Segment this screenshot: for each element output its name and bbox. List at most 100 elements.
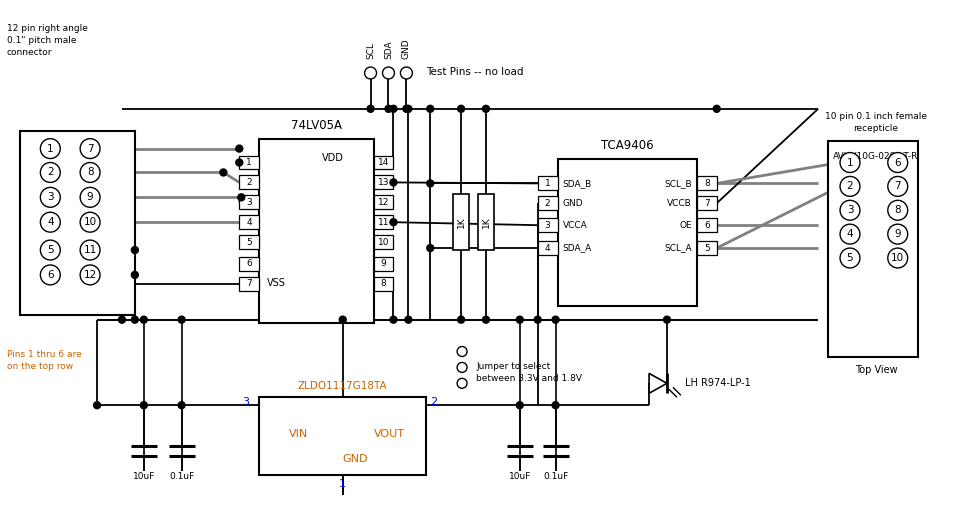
Bar [20,131,135,315]
Bar [374,277,394,291]
Circle shape [236,145,243,152]
Text: 4: 4 [847,229,854,239]
Text: 1: 1 [847,158,854,168]
Bar [239,195,259,209]
Text: 5: 5 [847,253,854,263]
Bar [239,175,259,189]
Circle shape [94,402,100,409]
Circle shape [713,105,720,112]
Circle shape [457,346,467,356]
Bar [537,241,557,255]
Text: between 3.3V and 1.8V: between 3.3V and 1.8V [476,374,582,383]
Circle shape [457,378,467,388]
Text: Pins 1 thru 6 are: Pins 1 thru 6 are [7,351,81,359]
Circle shape [80,139,100,159]
Text: VOUT: VOUT [374,429,404,439]
Bar [374,175,394,189]
Circle shape [220,169,227,176]
Circle shape [236,159,243,166]
Text: 3: 3 [47,192,54,202]
Text: SCL: SCL [366,42,375,59]
Text: connector: connector [7,48,52,57]
Bar [453,194,469,250]
Text: 8: 8 [895,205,902,215]
Circle shape [401,67,412,79]
Text: 12: 12 [83,270,97,280]
Text: 7: 7 [895,181,902,191]
Bar [537,218,557,232]
Text: 0.1uF: 0.1uF [169,472,194,481]
Circle shape [458,316,465,323]
Text: 7: 7 [87,144,94,154]
Text: 14: 14 [378,158,389,167]
Circle shape [339,316,346,323]
Bar [374,195,394,209]
Text: 1: 1 [47,144,54,154]
Circle shape [390,219,397,226]
Circle shape [40,139,60,159]
Text: 1K: 1K [457,217,466,228]
Circle shape [405,105,412,112]
Text: VCCA: VCCA [562,221,587,230]
Text: 10uF: 10uF [509,472,531,481]
Text: 5: 5 [47,245,54,255]
Text: 6: 6 [895,158,902,168]
Circle shape [40,162,60,183]
Text: Top View: Top View [855,366,897,375]
Circle shape [888,200,907,220]
Text: Jumper to select: Jumper to select [476,362,551,371]
Bar [697,241,717,255]
Text: 7: 7 [247,279,252,288]
Circle shape [80,240,100,260]
Bar [239,277,259,291]
Text: 9: 9 [87,192,94,202]
Text: VIN: VIN [289,429,308,439]
Circle shape [840,224,860,244]
Text: 0.1" pitch male: 0.1" pitch male [7,36,76,45]
Bar [259,139,374,323]
Bar [374,156,394,170]
Circle shape [458,105,465,112]
Bar [557,159,697,306]
Bar [239,156,259,170]
Text: GND: GND [562,199,583,208]
Circle shape [516,402,523,409]
Text: 6: 6 [704,221,709,230]
Circle shape [385,105,392,112]
Text: VSS: VSS [267,278,286,288]
Text: 5: 5 [247,238,252,247]
Text: VCCB: VCCB [667,199,692,208]
Text: OE: OE [679,221,692,230]
Circle shape [364,67,377,79]
Text: 13: 13 [378,178,389,187]
Text: 2: 2 [847,181,854,191]
Circle shape [238,194,245,201]
Circle shape [390,316,397,323]
Text: 4: 4 [47,217,54,227]
Circle shape [367,105,374,112]
Text: 9: 9 [380,260,386,268]
Text: 3: 3 [847,205,854,215]
Text: GND: GND [402,38,411,59]
Circle shape [663,316,670,323]
Text: on the top row: on the top row [7,362,73,371]
Circle shape [141,316,147,323]
Circle shape [40,187,60,207]
Circle shape [534,316,541,323]
Text: 74LV05A: 74LV05A [291,119,342,132]
Circle shape [40,265,60,285]
Text: 12: 12 [378,198,389,207]
Circle shape [141,402,147,409]
Circle shape [516,316,523,323]
Circle shape [80,187,100,207]
Text: 2: 2 [247,178,252,187]
Circle shape [888,248,907,268]
Circle shape [426,105,434,112]
Bar [374,215,394,229]
Circle shape [80,212,100,232]
Circle shape [178,316,185,323]
Circle shape [119,316,125,323]
Text: 10 pin 0.1 inch female: 10 pin 0.1 inch female [825,112,927,121]
Text: 9: 9 [895,229,902,239]
Text: 10: 10 [378,238,389,247]
